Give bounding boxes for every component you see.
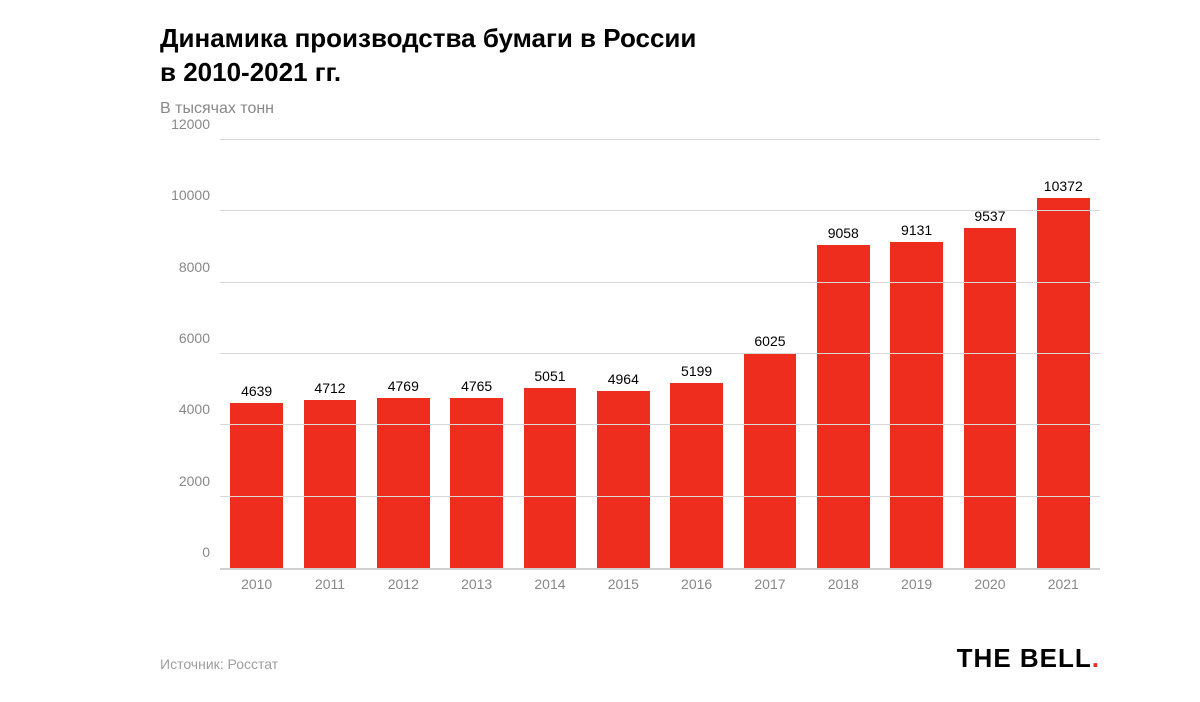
bar-value-label: 5051	[534, 368, 565, 384]
x-axis-label: 2014	[534, 576, 565, 592]
grid-line	[220, 139, 1100, 140]
bar	[964, 228, 1017, 568]
bar-slot: 47692012	[367, 140, 440, 568]
grid-line	[220, 282, 1100, 283]
grid-line	[220, 353, 1100, 354]
bar	[1037, 198, 1090, 568]
bar	[524, 388, 577, 568]
brand-logo: THE BELL.	[957, 643, 1100, 674]
bar	[670, 383, 723, 568]
grid-line	[220, 210, 1100, 211]
bar-slot: 95372020	[953, 140, 1026, 568]
y-axis-label: 2000	[179, 473, 210, 489]
bar-value-label: 4964	[608, 371, 639, 387]
x-axis-label: 2018	[828, 576, 859, 592]
bar	[817, 245, 870, 568]
grid-line	[220, 424, 1100, 425]
bar-value-label: 5199	[681, 363, 712, 379]
brand-text: THE BELL	[957, 643, 1092, 673]
bar-slot: 60252017	[733, 140, 806, 568]
y-axis-label: 4000	[179, 401, 210, 417]
bar-slot: 47652013	[440, 140, 513, 568]
x-axis-label: 2019	[901, 576, 932, 592]
bar-value-label: 10372	[1044, 178, 1083, 194]
bar-value-label: 9058	[828, 225, 859, 241]
chart-title: Динамика производства бумаги в России в …	[160, 22, 696, 90]
bar-value-label: 4712	[314, 380, 345, 396]
x-axis-label: 2011	[315, 576, 345, 592]
x-axis-label: 2010	[241, 576, 272, 592]
x-axis-label: 2015	[608, 576, 639, 592]
x-axis-label: 2016	[681, 576, 712, 592]
x-axis-label: 2017	[754, 576, 785, 592]
bar-slot: 103722021	[1027, 140, 1100, 568]
source-label: Источник: Росстат	[160, 656, 278, 672]
bar-value-label: 9131	[901, 222, 932, 238]
chart-container: Динамика производства бумаги в России в …	[0, 0, 1200, 702]
y-axis-label: 10000	[171, 187, 210, 203]
bar-slot: 46392010	[220, 140, 293, 568]
bar-slot: 51992016	[660, 140, 733, 568]
bar-value-label: 4769	[388, 378, 419, 394]
bar-value-label: 4639	[241, 383, 272, 399]
x-axis-label: 2020	[974, 576, 1005, 592]
bar-chart: 4639201047122011476920124765201350512014…	[160, 140, 1100, 600]
x-axis-label: 2012	[388, 576, 419, 592]
bar	[744, 353, 797, 568]
bar	[230, 403, 283, 568]
bar-slot: 50512014	[513, 140, 586, 568]
x-axis-label: 2021	[1048, 576, 1079, 592]
bar-slot: 91312019	[880, 140, 953, 568]
x-axis-label: 2013	[461, 576, 492, 592]
title-line-1: Динамика производства бумаги в России	[160, 23, 696, 53]
plot-area: 4639201047122011476920124765201350512014…	[220, 140, 1100, 570]
bar	[597, 391, 650, 568]
grid-line	[220, 496, 1100, 497]
bar-slot: 90582018	[807, 140, 880, 568]
y-axis-label: 6000	[179, 330, 210, 346]
bar-value-label: 6025	[754, 333, 785, 349]
bars-group: 4639201047122011476920124765201350512014…	[220, 140, 1100, 568]
y-axis-label: 0	[202, 544, 210, 560]
bar-slot: 47122011	[293, 140, 366, 568]
bar-slot: 49642015	[587, 140, 660, 568]
y-axis-label: 12000	[171, 116, 210, 132]
bar-value-label: 4765	[461, 378, 492, 394]
y-axis-label: 8000	[179, 259, 210, 275]
title-line-2: в 2010-2021 гг.	[160, 57, 341, 87]
brand-dot: .	[1092, 643, 1100, 674]
bar	[890, 242, 943, 568]
